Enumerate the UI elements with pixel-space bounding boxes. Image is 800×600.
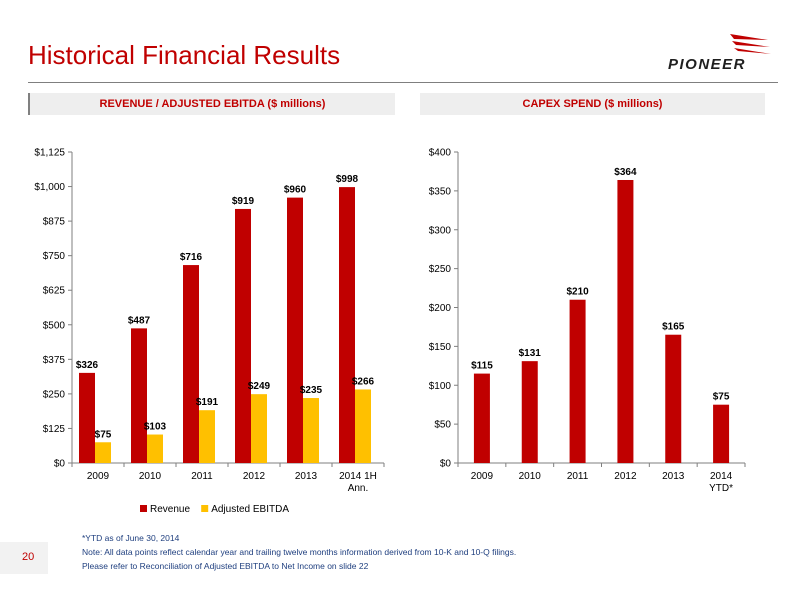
x-tick-label: 2012 [243,471,266,482]
bar-adjusted-ebitda [147,434,163,463]
y-tick-label: $350 [429,186,452,197]
data-label: $487 [128,315,151,326]
data-label: $131 [519,348,542,359]
revenue-ebitda-chart: $0 $125 $250 $375 $500 $625 $750 $875 $1,000 $1,1… [34,148,385,515]
bar-capex [473,373,490,463]
x-tick-label: 2009 [87,471,110,482]
bar-revenue [235,208,251,463]
y-tick-label: $50 [434,420,451,431]
logo-text: PIONEER [668,56,747,73]
bar-revenue [339,187,355,463]
data-label: $191 [196,397,219,408]
y-tick-label: $1,125 [34,148,65,159]
data-label: $716 [180,252,203,263]
capex-chart-title: CAPEX SPEND ($ millions) [420,93,765,115]
bar-adjusted-ebitda [251,394,267,463]
bar-capex [569,299,586,463]
x-tick-label: 2011 [567,471,589,482]
y-tick-label: $750 [43,251,66,262]
bar-adjusted-ebitda [355,389,371,463]
x-tick-label: 2013 [295,471,318,482]
bar-revenue [287,197,303,463]
legend-label: Revenue [150,504,190,515]
bar-adjusted-ebitda [303,398,319,463]
x-tick-label: 2010 [519,471,542,482]
y-tick-label: $375 [43,355,66,366]
footnote-reconciliation: Please refer to Reconciliation of Adjust… [82,561,369,571]
y-tick-label: $400 [429,148,452,159]
footnote-note: Note: All data points reflect calendar y… [82,547,517,557]
data-label: $249 [248,381,271,392]
y-tick-label: $100 [429,381,452,392]
x-tick-label: 2012 [614,471,637,482]
capex-chart: $0 $50 $100 $150 $200 $250 $300 $350 $400 2009 201… [429,148,746,494]
y-tick-label: $500 [43,320,66,331]
x-tick-label: 2014 1H Ann. [339,471,377,494]
data-label: $115 [471,361,493,372]
bar-capex [617,179,634,464]
x-tick-label: 2013 [662,471,685,482]
data-label: $364 [614,167,637,178]
y-tick-label: $150 [429,342,452,353]
footnote-ytd: *YTD as of June 30, 2014 [82,533,180,543]
data-label: $326 [76,360,99,371]
bar-capex [713,404,730,463]
data-label: $919 [232,196,255,207]
y-tick-label: $125 [43,424,66,435]
bar-adjusted-ebitda [95,442,111,463]
legend-swatch [140,505,147,512]
y-tick-label: $250 [43,389,66,400]
bar-adjusted-ebitda [199,410,215,463]
x-tick-label: 2011 [191,471,213,482]
page-number-box [0,542,48,574]
bar-capex [521,361,538,463]
title-divider [28,82,778,83]
y-tick-label: $300 [429,225,452,236]
data-label: $75 [95,429,112,440]
y-tick-label: $250 [429,264,452,275]
data-label: $75 [713,392,730,403]
x-tick-label: 2014 YTD* [709,471,733,494]
data-label: $960 [284,185,307,196]
data-label: $235 [300,385,323,396]
bar-capex [665,334,682,463]
data-label: $210 [566,287,589,298]
y-tick-label: $0 [440,459,452,470]
legend-swatch [201,505,209,512]
bar-revenue [131,328,147,463]
x-tick-label: 2009 [471,471,494,482]
logo-swoosh-icon [730,34,771,54]
bar-revenue [183,265,199,463]
legend-label: Adjusted EBITDA [211,504,289,515]
y-tick-label: $200 [429,303,452,314]
y-tick-label: $875 [43,217,66,228]
x-tick-label: 2010 [139,471,162,482]
data-label: $266 [352,376,375,387]
y-tick-label: $625 [43,286,66,297]
page-title: Historical Financial Results [28,40,341,70]
y-tick-label: $0 [54,459,66,470]
page-number: 20 [22,551,35,563]
company-logo: PIONEER [668,30,778,75]
data-label: $103 [144,422,167,433]
y-tick-label: $1,000 [34,182,65,193]
bar-revenue [79,372,95,463]
revenue-chart-title: REVENUE / ADJUSTED EBITDA ($ millions) [28,93,395,115]
data-label: $998 [336,174,359,185]
data-label: $165 [662,322,685,333]
